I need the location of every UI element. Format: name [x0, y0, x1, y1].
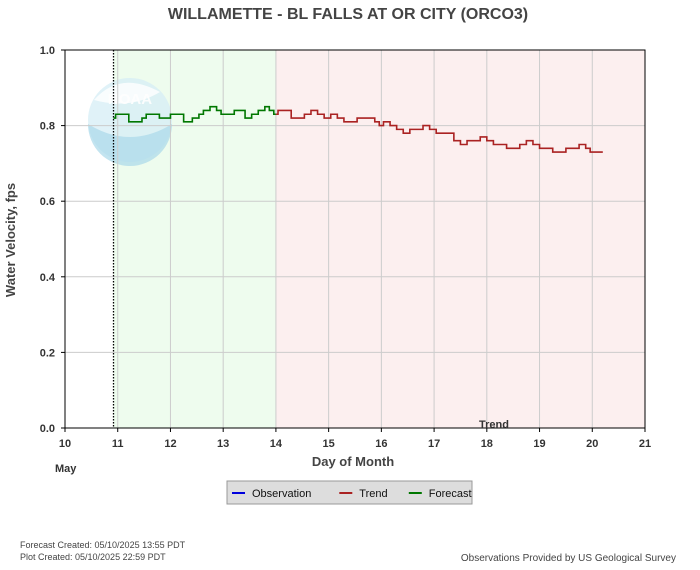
grid-lines	[65, 50, 645, 428]
x-tick-label: 19	[533, 438, 545, 450]
x-axis-title: Day of Month	[312, 454, 394, 469]
x-tick-label: 18	[481, 438, 493, 450]
region-trend	[275, 50, 645, 428]
month-label: May	[55, 463, 77, 475]
x-axis-ticks: 10 11 12 13 14 15 16 17 18 19 20 21	[59, 428, 651, 450]
y-tick-label: 1.0	[40, 45, 55, 57]
x-tick-label: 21	[639, 438, 651, 450]
x-tick-label: 12	[164, 438, 176, 450]
legend-label: Forecast	[429, 488, 472, 500]
shaded-regions	[113, 50, 645, 428]
data-series	[113, 105, 603, 153]
chart-title: WILLAMETTE - BL FALLS AT OR CITY (ORCO3)	[168, 6, 528, 23]
x-tick-label: 17	[428, 438, 440, 450]
y-axis-title: Water Velocity, fps	[3, 183, 18, 297]
y-axis-ticks: 0.0 0.2 0.4 0.6 0.8 1.0	[40, 45, 65, 435]
noaa-logo-watermark: NOAA	[88, 78, 172, 166]
plot-frame	[64, 49, 646, 429]
y-tick-label: 0.4	[40, 272, 56, 284]
forecast-created-text: Forecast Created: 05/10/2025 13:55 PDT	[20, 540, 186, 550]
noaa-logo-wave	[88, 124, 172, 166]
attribution-text: Observations Provided by US Geological S…	[461, 553, 676, 564]
plot-created-text: Plot Created: 05/10/2025 22:59 PDT	[20, 552, 166, 562]
series-trend-line	[275, 109, 603, 153]
y-tick-label: 0.0	[40, 423, 55, 435]
x-tick-label: 15	[323, 438, 335, 450]
noaa-logo-text: NOAA	[108, 91, 152, 108]
trend-region-label: Trend	[479, 419, 509, 431]
noaa-logo-bird	[94, 82, 160, 104]
legend-label: Observation	[252, 488, 311, 500]
x-tick-label: 16	[375, 438, 387, 450]
y-tick-label: 0.8	[40, 121, 55, 133]
legend: Observation Trend Forecast	[226, 480, 473, 505]
x-tick-label: 14	[270, 438, 283, 450]
legend-label: Trend	[359, 488, 387, 500]
y-tick-label: 0.6	[40, 196, 55, 208]
x-tick-label: 11	[112, 438, 124, 450]
y-tick-label: 0.2	[40, 347, 55, 359]
x-tick-label: 20	[586, 438, 598, 450]
series-forecast-line	[113, 105, 276, 123]
x-tick-label: 10	[59, 438, 71, 450]
x-tick-label: 13	[217, 438, 229, 450]
